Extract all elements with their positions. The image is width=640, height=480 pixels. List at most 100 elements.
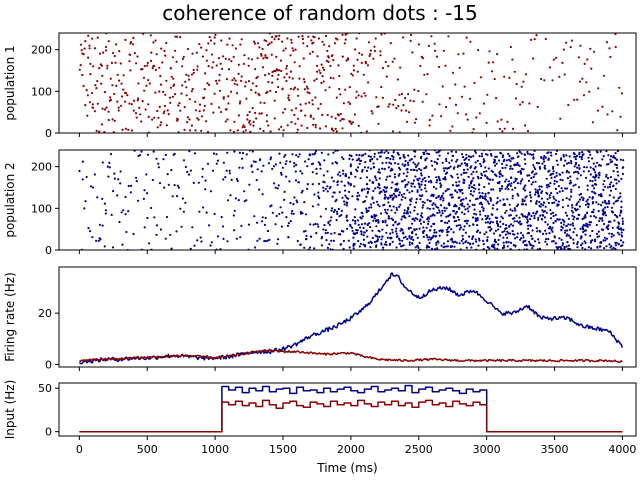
spike-dot [407,93,410,96]
spike-dot [426,236,429,239]
spike-dot [445,171,448,174]
spike-dot [501,185,504,188]
spike-dot [396,189,399,192]
spike-dot [221,67,224,70]
spike-dot [486,177,489,180]
spike-dot [555,180,559,183]
spike-dot [206,82,209,85]
spike-dot [140,150,143,153]
spike-dot [569,236,573,240]
spike-dot [357,124,360,127]
spike-dot [531,229,534,232]
spike-dot [314,222,317,225]
spike-dot [579,198,582,201]
spike-dot [435,181,438,184]
spike-dot [385,75,388,78]
spike-dot [427,175,430,178]
spike-dot [418,183,421,186]
spike-dot [507,180,510,183]
spike-dot [567,103,570,107]
spike-dot [357,198,360,201]
spike-dot [143,89,146,92]
spike-dot [311,162,315,165]
spike-dot [119,62,122,65]
spike-dot [392,197,395,200]
spike-dot [488,217,491,220]
spike-dot [587,206,590,209]
spike-dot [460,173,463,176]
spike-dot [469,155,473,158]
spike-dot [554,199,558,202]
spike-dot [286,37,289,40]
spike-dot [181,65,184,68]
spike-dot [451,245,454,248]
spike-dot [324,207,327,210]
y-tick-label: 20 [38,307,52,320]
spike-dot [356,70,359,73]
spike-dot [594,171,597,174]
spike-dot [342,169,345,172]
spike-dot [428,236,431,239]
series-line-1 [79,384,623,433]
spike-dot [307,158,310,161]
spike-dot [214,33,217,37]
spike-dot [579,174,583,177]
spike-dot [215,162,218,165]
spike-dot [384,240,388,244]
spike-dot [239,100,242,103]
spike-dot [267,72,271,75]
spike-dot [476,229,479,232]
spike-dot [359,177,362,180]
spike-dot [366,190,370,193]
spike-dot [207,65,210,68]
spike-dot [407,163,410,166]
spike-dot [441,212,444,215]
spike-dot [622,159,625,162]
spike-dot [410,236,414,239]
spike-dot [251,82,254,85]
spike-dot [435,187,438,190]
spike-dot [453,245,456,248]
spike-dot [360,61,363,64]
spike-dot [291,47,294,50]
spike-dot [420,172,423,175]
spike-dot [529,217,532,221]
spike-dot [581,225,584,228]
spike-dot [78,169,81,173]
spike-dot [136,99,139,102]
spike-dot [212,61,215,64]
spike-dot [227,68,231,71]
spike-dot [119,104,123,107]
spike-dot [425,190,428,193]
spike-dot [557,246,561,249]
spike-dot [456,216,460,219]
spike-dot [458,242,461,245]
spike-dot [578,213,581,216]
spike-dot [393,176,397,179]
spike-dot [107,175,110,178]
spike-dot [507,241,510,244]
spike-dot [103,91,106,94]
spike-dot [463,212,466,216]
spike-dot [117,106,120,109]
spike-dot [438,211,441,214]
spike-dot [533,217,536,220]
spike-dot [374,37,377,40]
spike-dot [343,42,346,45]
spike-dot [398,166,401,169]
spike-dot [286,224,289,227]
spike-dot [504,166,507,169]
spike-dot [251,150,254,153]
spike-dot [352,69,356,72]
spike-dot [536,210,539,213]
spike-dot [358,154,361,157]
spike-dot [275,214,278,218]
spike-dot [529,196,533,199]
spike-dot [192,181,195,184]
spike-dot [128,60,131,63]
spike-dot [504,233,507,236]
spike-dot [116,73,119,76]
chart-title: coherence of random dots : -15 [162,1,478,25]
spike-dot [455,181,458,184]
spike-dot [430,35,433,38]
